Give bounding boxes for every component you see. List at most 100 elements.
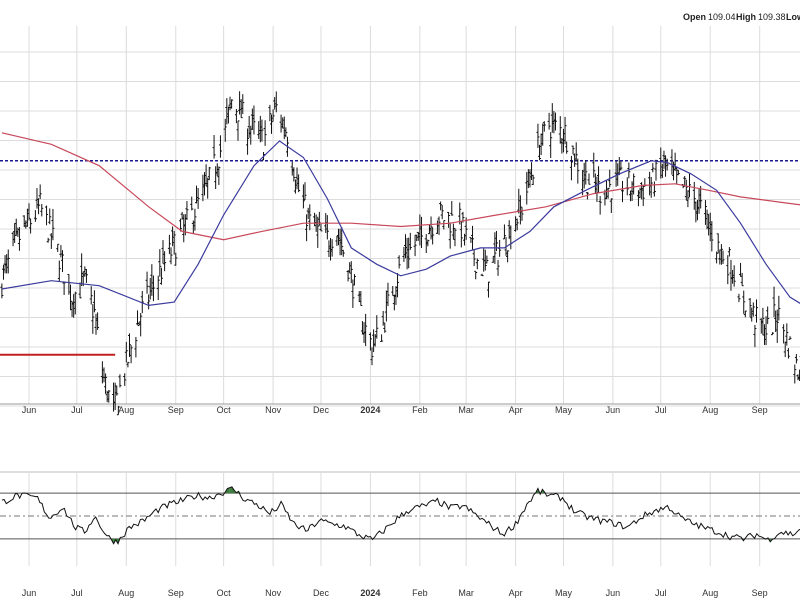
ohlc-bar	[193, 208, 197, 231]
ohlc-bar	[697, 188, 701, 214]
ohlc-bar	[453, 228, 457, 247]
ohlc-bar	[123, 373, 127, 386]
ohlc-bar	[115, 385, 119, 396]
osc-x-tick-label: Sep	[168, 588, 184, 598]
ohlc-bar	[397, 255, 401, 269]
ohlc-bar	[569, 155, 573, 181]
ohlc-bar	[770, 332, 774, 336]
ohlc-bar	[25, 208, 29, 227]
osc-x-tick-label: Feb	[412, 588, 428, 598]
ohlc-bar	[597, 166, 601, 194]
ohlc-bar	[174, 252, 178, 266]
ohlc-bar	[486, 281, 490, 298]
ohlc-bar	[541, 123, 545, 146]
ohlc-bar	[775, 309, 779, 343]
ohlc-bar	[196, 187, 200, 209]
ohlc-bar	[715, 251, 719, 264]
ohlc-bar	[319, 223, 323, 232]
ohlc-bar	[341, 249, 345, 257]
ohlc-bar	[609, 198, 613, 213]
ohlc-bar	[284, 127, 288, 138]
ohlc-bar	[762, 324, 766, 345]
ohlc-bar	[475, 258, 479, 270]
ohlc-bar	[439, 201, 443, 211]
ohlc-bar	[218, 135, 222, 158]
ohlc-bar	[515, 218, 519, 231]
ohlc-bar	[587, 173, 591, 185]
ohlc-bar	[118, 374, 122, 388]
ohlc-bar	[782, 324, 786, 344]
ohlc-bar	[46, 237, 50, 243]
ohlc-bar	[172, 230, 176, 255]
osc-x-tick-label: 2024	[360, 588, 380, 598]
ohlc-bar	[684, 179, 688, 201]
ohlc-bar	[384, 290, 388, 322]
ohlc-bar	[517, 188, 521, 214]
ohlc-bar	[303, 182, 307, 200]
ohlc-bar	[755, 299, 758, 323]
ohlc-bar	[687, 172, 691, 198]
ohlc-bar	[699, 185, 703, 209]
ohlc-bar	[777, 295, 781, 321]
ohlc-bar	[598, 196, 602, 215]
ohlc-bar	[370, 347, 374, 366]
ohlc-bar	[179, 218, 183, 232]
ohlc-bar	[163, 251, 167, 272]
ohlc-bar	[794, 354, 798, 364]
ohlc-bar	[732, 265, 736, 287]
ohlc-bar	[507, 220, 511, 240]
ohlc-bar	[584, 160, 588, 185]
ohlc-bar	[469, 237, 473, 243]
ohlc-bar	[429, 216, 433, 240]
ohlc-bar	[774, 310, 778, 333]
ohlc-bar	[246, 128, 250, 155]
ohlc-bar	[140, 291, 144, 314]
ohlc-bar	[670, 149, 674, 175]
price-x-tick-label: Aug	[702, 405, 718, 415]
ohlc-bar	[274, 91, 278, 113]
ohlc-bar	[139, 313, 143, 337]
ohlc-bar	[207, 166, 211, 181]
ohlc-bar	[686, 190, 690, 208]
ohlc-bar	[204, 164, 208, 187]
price-x-tick-label: Apr	[509, 405, 523, 415]
ohlc-bar	[447, 211, 451, 228]
price-x-tick-label: Jul	[655, 405, 667, 415]
ohlc-bar	[772, 286, 776, 318]
ohlc-bar	[558, 116, 562, 144]
ohlc-bar	[482, 248, 486, 272]
ohlc-bar	[392, 294, 396, 311]
ohlc-bar	[748, 298, 752, 318]
ohlc-bar	[694, 201, 698, 223]
price-x-tick-label: Sep	[752, 405, 768, 415]
ohlc-bar	[340, 227, 344, 256]
ohlc-bar	[92, 290, 96, 313]
ohlc-bar	[740, 272, 744, 287]
ohlc-bar	[17, 227, 21, 251]
high-label: High	[736, 12, 756, 22]
price-x-tick-label: Aug	[118, 405, 134, 415]
ohlc-bar	[654, 159, 658, 181]
price-x-tick-label: Nov	[265, 405, 282, 415]
ohlc-bar	[408, 232, 412, 250]
ohlc-bar	[169, 247, 173, 265]
ohlc-bar	[180, 211, 184, 220]
ohlc-bar	[270, 114, 273, 134]
ohlc-bar	[502, 224, 506, 240]
ohlc-bar	[737, 293, 741, 303]
ohlc-bar	[593, 173, 597, 195]
ohlc-bar	[676, 169, 680, 176]
ohlc-bar	[536, 123, 540, 148]
ohlc-bar	[330, 239, 334, 257]
ohlc-bar	[383, 322, 387, 333]
ohlc-bar	[6, 249, 10, 274]
ohlc-bar	[48, 208, 52, 225]
ohlc-bar	[649, 176, 653, 198]
ohlc-bar	[368, 332, 372, 351]
ohlc-bar	[279, 114, 283, 133]
osc-x-tick-label: Jul	[71, 588, 83, 598]
ohlc-bar	[316, 216, 320, 248]
ohlc-bar	[308, 204, 312, 231]
ohlc-bar	[606, 187, 610, 199]
